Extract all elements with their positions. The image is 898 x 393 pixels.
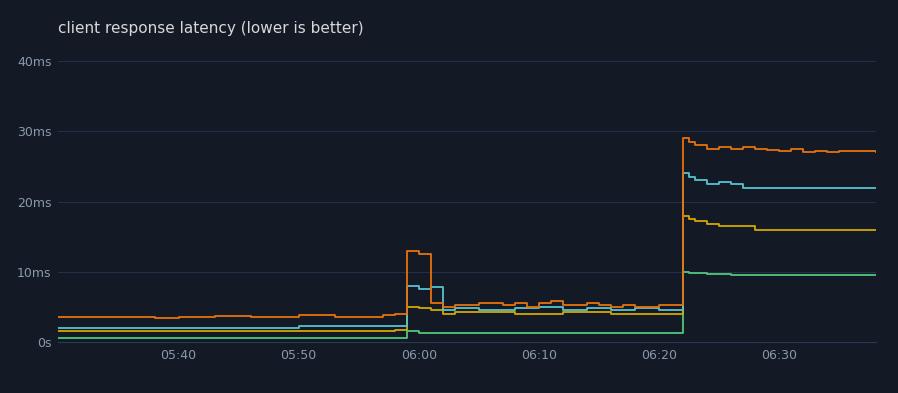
Text: client response latency (lower is better): client response latency (lower is better… [58,21,364,36]
